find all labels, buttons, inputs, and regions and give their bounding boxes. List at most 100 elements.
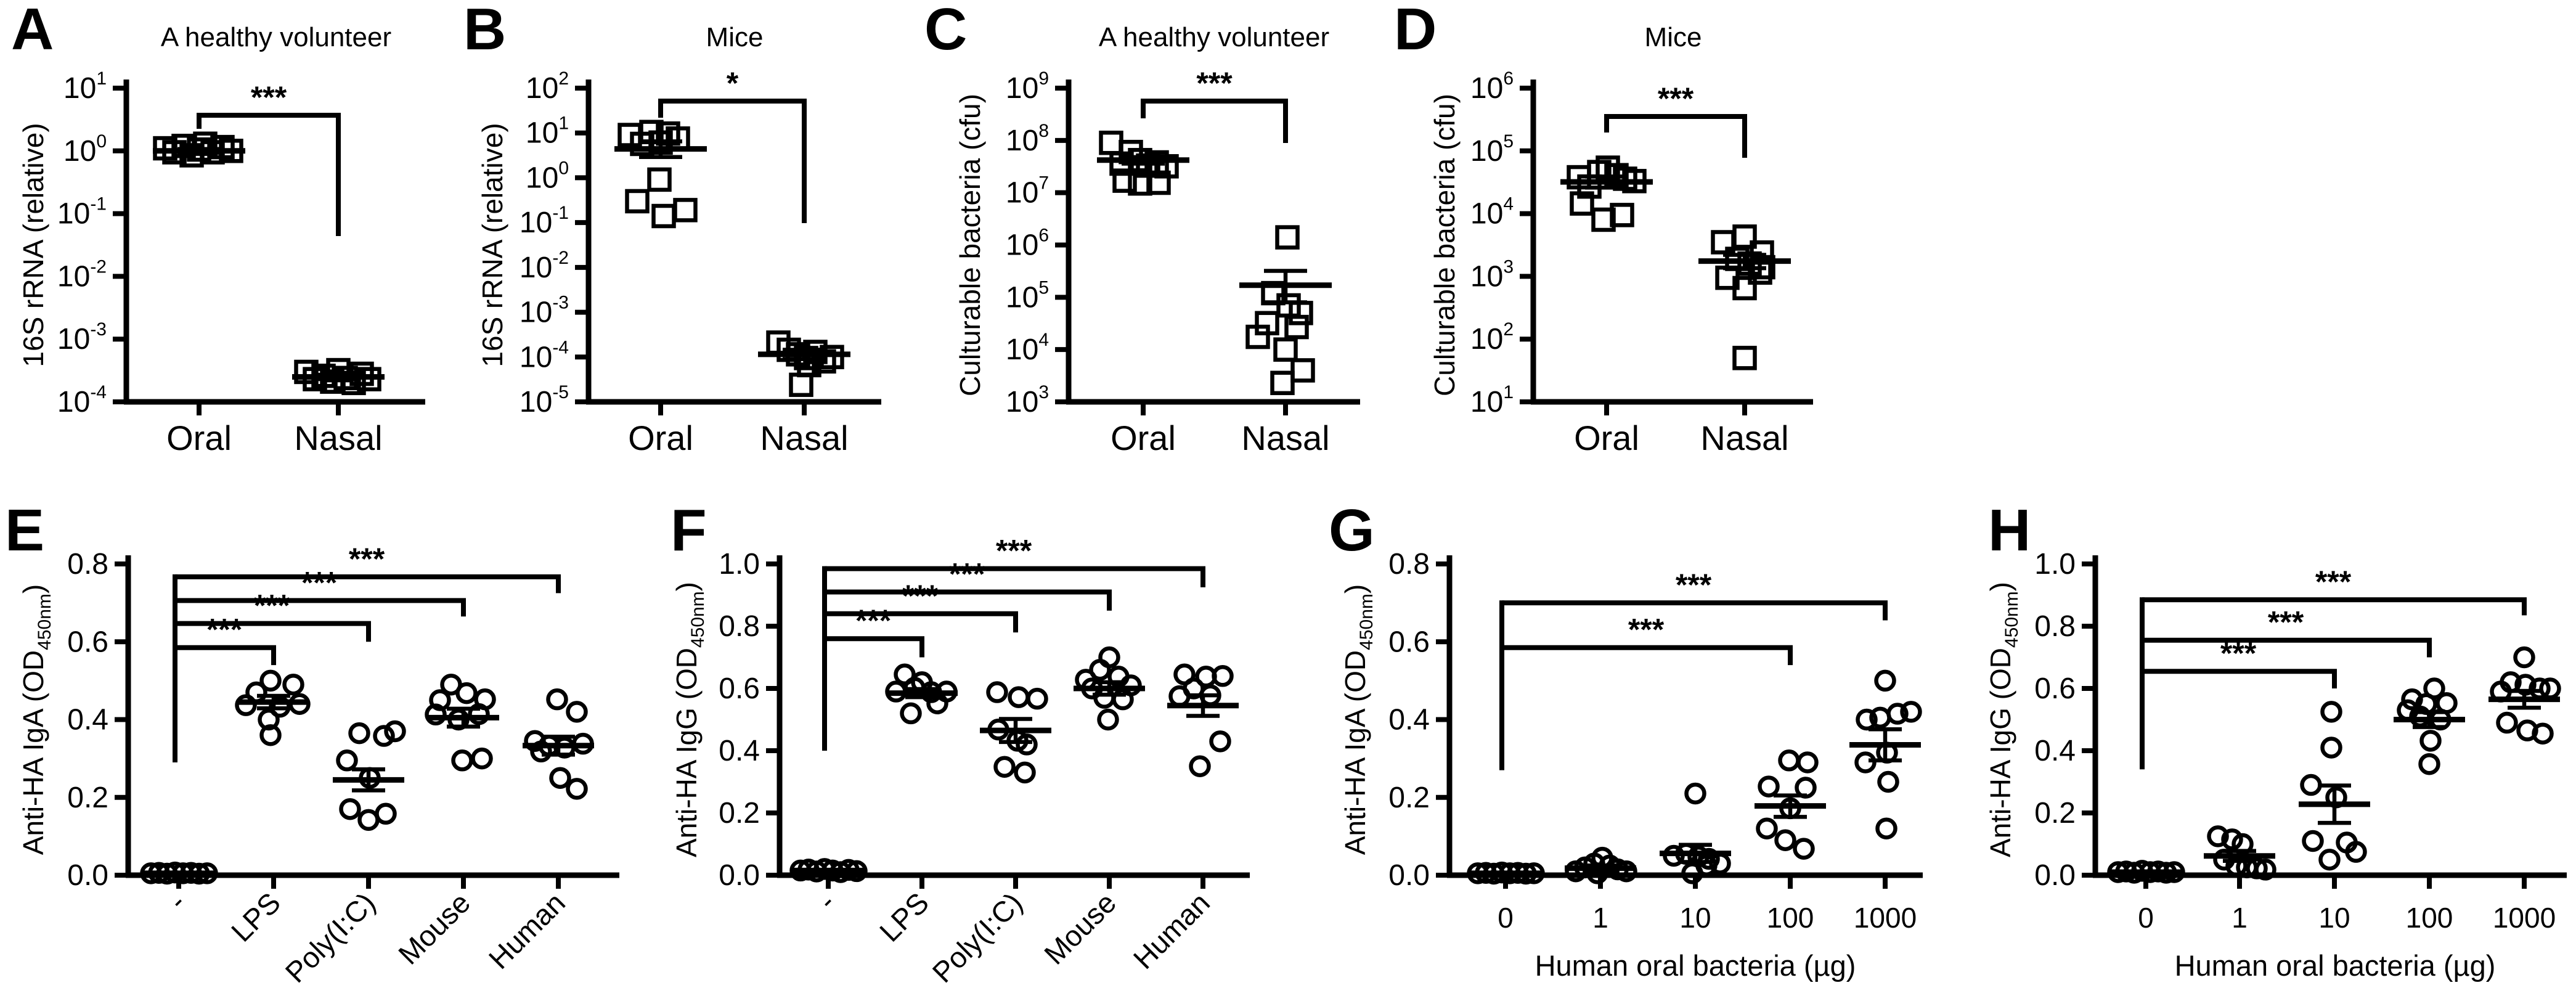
y-tick-label: 0.6	[67, 626, 108, 658]
y-axis-label: Anti-HA IgG (OD450nm)	[670, 582, 708, 857]
data-point	[471, 747, 493, 770]
y-tick-label: 0.0	[2034, 859, 2076, 892]
group--	[789, 858, 868, 883]
y-tick-label: 0.2	[1388, 782, 1430, 814]
data-point	[1284, 314, 1309, 340]
panel-H: H Anti-HA IgG (OD450nm) 1.0 0.8 0.6 0.4 0.2 0.0…	[1984, 497, 2567, 982]
x-category-label: Human	[482, 886, 571, 976]
significance-stars: ***	[996, 534, 1032, 568]
y-axis-label: 16S rRNA (relative)	[476, 123, 508, 367]
y-tick-label: 0.8	[67, 548, 108, 581]
data-point	[566, 778, 588, 800]
data-point	[1756, 817, 1778, 839]
data-point	[2318, 849, 2341, 871]
x-category-label: Poly(I:C)	[926, 886, 1029, 989]
y-tick-label: 108	[1006, 121, 1049, 157]
data-point	[357, 809, 380, 831]
data-point	[986, 681, 1008, 703]
y-tick-label: 103	[1470, 256, 1514, 293]
data-point	[259, 724, 282, 746]
panel-letter: G	[1329, 497, 1375, 563]
significance-bracket	[175, 598, 466, 617]
data-point	[1026, 687, 1048, 710]
group-Mouse	[1074, 646, 1145, 731]
data-point	[1793, 838, 1815, 860]
x-category-label: Mouse	[1038, 886, 1122, 971]
significance-stars: ***	[1628, 613, 1665, 647]
significance-stars: ***	[1676, 568, 1712, 602]
panel-G: G Anti-HA IgA (OD450nm) 0.8 0.6 0.4 0.2 0.0 0 1 1…	[1329, 497, 1923, 982]
y-tick-label: 101	[526, 113, 569, 150]
group-Nasal	[758, 330, 850, 398]
x-category-label: 100	[1767, 902, 1814, 934]
data-point	[647, 167, 672, 192]
x-category-label: 10	[1679, 902, 1711, 934]
data-point	[1758, 775, 1780, 798]
y-tick-label: 101	[63, 68, 107, 105]
panel-B: B Mice 16S rRNA (relative) 102 101 100 10-1 10-…	[463, 0, 881, 457]
data-point	[2221, 828, 2243, 851]
group-100	[2394, 677, 2465, 775]
x-category-label: -	[812, 886, 842, 916]
data-point	[2496, 711, 2518, 734]
y-tick-label: 0.4	[1388, 704, 1430, 737]
data-point	[1089, 658, 1111, 681]
y-tick-label: 102	[1470, 319, 1514, 356]
panel-letter: A	[11, 0, 54, 62]
significance-bracket	[197, 113, 341, 236]
data-point	[1099, 130, 1123, 155]
data-point	[900, 702, 922, 725]
x-category-label: 1000	[1854, 902, 1917, 934]
data-point	[282, 673, 304, 696]
data-point	[1856, 708, 1878, 731]
y-tick-label: 100	[526, 158, 569, 194]
data-point	[425, 703, 447, 726]
data-point	[2320, 737, 2342, 759]
data-point	[2300, 774, 2322, 796]
significance-stars: ***	[349, 542, 385, 576]
data-point	[1900, 701, 1922, 723]
y-tick-label: 1.0	[719, 548, 760, 581]
y-tick-label: 0.2	[67, 782, 108, 814]
data-point	[546, 688, 568, 711]
group-Oral	[153, 131, 245, 168]
data-point	[451, 749, 473, 772]
panel-F: F Anti-HA IgG (OD450nm) 1.0 0.8 0.6 0.4 0.2 0.0…	[670, 497, 1250, 989]
data-point	[549, 767, 571, 789]
y-tick-label: 101	[1470, 382, 1514, 418]
data-point	[2532, 722, 2554, 745]
significance-bracket	[2142, 597, 2527, 616]
y-tick-label: 0.6	[1388, 626, 1430, 658]
y-tick-label: 0.0	[1388, 859, 1430, 892]
significance-bracket	[175, 574, 561, 594]
panel-title: Mice	[1645, 22, 1702, 52]
data-point	[1209, 730, 1231, 753]
data-point	[993, 756, 1016, 778]
significance-stars: ***	[855, 603, 892, 638]
data-point	[625, 189, 650, 214]
group-Nasal	[1239, 225, 1332, 396]
data-point	[1098, 646, 1120, 669]
y-tick-label: 106	[1470, 68, 1514, 105]
group-10	[2299, 701, 2370, 871]
x-category-label: 1	[1592, 902, 1608, 934]
group-Oral	[1097, 130, 1189, 196]
data-point	[1796, 751, 1819, 774]
data-point	[1774, 829, 1796, 851]
y-tick-label: 103	[1006, 382, 1049, 418]
group-1000	[2488, 646, 2561, 745]
data-point	[235, 694, 257, 716]
y-tick-label: 107	[1006, 173, 1049, 210]
data-point	[1875, 817, 1897, 839]
group-1	[2204, 825, 2276, 881]
panel-title: Mice	[706, 22, 764, 52]
data-point	[1146, 170, 1171, 195]
group-Mouse	[425, 673, 499, 772]
significance-bracket	[825, 566, 1205, 587]
y-tick-label: 104	[1006, 330, 1049, 366]
y-tick-label: 0.8	[2034, 610, 2076, 643]
x-category-label: Oral	[628, 418, 693, 457]
panel-title: A healthy volunteer	[1099, 22, 1329, 52]
